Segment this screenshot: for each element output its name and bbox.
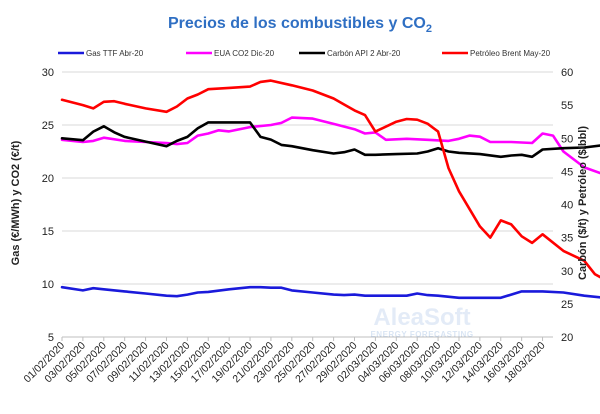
series-line-petr-leo-brent-may-20 [60,79,600,279]
y-tick-label: 20 [42,173,54,185]
y2-tick-label: 45 [561,166,573,178]
legend-label: Carbón API 2 Abr-20 [327,49,401,58]
chart-legend: Gas TTF Abr-20 EUA CO2 Dic-20 Carbón API 2… [58,49,551,58]
y-tick-label: 15 [42,226,54,238]
y2-tick-label: 35 [561,233,573,245]
data-series [60,79,600,300]
series-line-carb-n-api-2-abr-20 [60,121,600,159]
y2-tick-label: 50 [561,133,573,145]
y2-tick-label: 40 [561,200,573,212]
y2-tick-label: 20 [561,332,573,344]
y2-tick-label: 25 [561,299,573,311]
right-axis-label: Carbón ($/t) y Petróleo ($/bbl) [577,126,589,280]
y-tick-label: 30 [42,67,54,79]
y2-tick-label: 55 [561,100,573,112]
legend-label: Petróleo Brent May-20 [470,49,551,58]
grid-lines [62,71,553,285]
axes: 5101520253020253035404550556001/02/20200… [21,67,573,385]
watermark-tagline: ENERGY FORECASTING [370,330,473,339]
left-axis-label: Gas (€/MWh) y CO2 (€/t) [10,140,22,265]
legend-label: Gas TTF Abr-20 [86,49,144,58]
y2-tick-label: 60 [561,67,573,79]
y-tick-label: 10 [42,279,54,291]
chart-title: Precios de los combustibles y CO2 [168,15,432,35]
series-line-eua-co2-dic-20 [60,116,600,175]
y-tick-label: 5 [48,332,54,344]
legend-label: EUA CO2 Dic-20 [214,49,275,58]
series-line-gas-ttf-abr-20 [60,285,600,300]
watermark-brand: AleaSoft [373,304,470,331]
y-tick-label: 25 [42,120,54,132]
y2-tick-label: 30 [561,266,573,278]
